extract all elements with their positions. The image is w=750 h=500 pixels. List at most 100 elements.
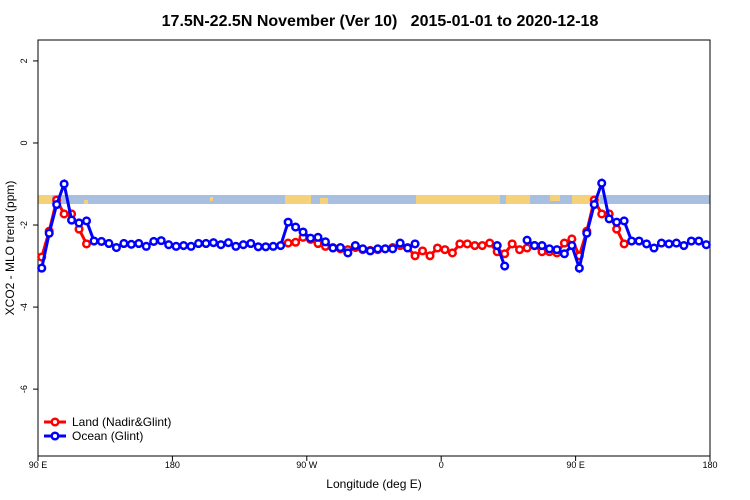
legend-marker	[50, 417, 60, 427]
land-strip	[550, 195, 560, 201]
data-point	[462, 239, 472, 249]
data-point	[343, 248, 353, 258]
data-point	[388, 244, 398, 254]
land-strip	[210, 197, 213, 201]
data-point	[104, 238, 114, 249]
data-point	[500, 261, 510, 271]
data-point	[559, 249, 569, 259]
data-point	[291, 237, 301, 247]
data-point	[589, 199, 599, 210]
land-strip	[416, 195, 500, 204]
data-point	[276, 240, 286, 251]
data-point	[313, 232, 323, 242]
data-point	[246, 238, 256, 249]
data-point	[253, 242, 263, 252]
data-point	[447, 248, 457, 258]
data-point	[134, 238, 144, 249]
land-strip	[506, 195, 530, 204]
data-point	[574, 263, 584, 273]
data-point	[231, 241, 241, 251]
data-point	[358, 244, 368, 254]
data-point	[455, 239, 465, 249]
data-point	[694, 236, 704, 246]
data-point	[44, 228, 54, 238]
data-point	[641, 239, 652, 249]
y-tick-label: -2	[19, 221, 29, 229]
data-point	[627, 236, 637, 246]
land-ocean-strip	[38, 195, 710, 204]
data-point	[96, 236, 107, 246]
data-point	[216, 240, 226, 250]
y-tick-label: -4	[19, 303, 29, 311]
y-axis-label: XCO2 - MLO trend (ppm)	[3, 181, 17, 316]
data-point	[507, 239, 517, 249]
data-point	[171, 241, 181, 251]
data-point	[179, 240, 189, 251]
land-strip	[38, 195, 52, 204]
data-point	[679, 240, 689, 251]
data-point	[522, 235, 532, 245]
data-point	[559, 238, 569, 248]
data-point	[701, 240, 711, 250]
data-point	[440, 245, 450, 255]
data-point	[268, 241, 278, 251]
data-point	[119, 238, 129, 249]
data-point	[208, 238, 219, 248]
data-point	[164, 240, 174, 250]
data-point	[425, 251, 435, 261]
chart-title: 17.5N-22.5N November (Ver 10) 2015-01-01…	[162, 13, 599, 30]
data-point	[283, 217, 293, 227]
data-point	[529, 240, 540, 251]
x-tick-label: 180	[165, 460, 180, 470]
data-point	[567, 240, 577, 251]
data-point	[305, 233, 316, 243]
legend-label: Land (Nadir&Glint)	[72, 415, 171, 429]
data-point	[395, 238, 405, 248]
data-point	[89, 236, 99, 246]
series	[37, 177, 711, 274]
data-point	[59, 179, 69, 189]
data-point	[37, 263, 47, 273]
data-point	[597, 209, 607, 219]
data-point	[612, 217, 622, 227]
data-point	[522, 243, 532, 253]
data-point	[485, 238, 495, 248]
data-point	[432, 243, 443, 253]
data-point	[634, 236, 644, 246]
data-point	[328, 243, 338, 253]
data-point	[67, 215, 77, 225]
data-point	[156, 236, 166, 246]
data-point	[298, 227, 308, 237]
data-point	[186, 241, 196, 251]
data-point	[223, 238, 233, 248]
data-point	[515, 245, 525, 255]
data-point	[193, 238, 204, 249]
data-point	[612, 224, 622, 234]
data-point	[238, 240, 248, 250]
data-point	[111, 243, 121, 253]
x-tick-label: 90 E	[566, 460, 585, 470]
data-point	[81, 239, 92, 249]
data-point	[537, 240, 547, 251]
data-point	[365, 246, 375, 256]
data-point	[597, 178, 607, 188]
data-point	[664, 239, 674, 249]
land-strip	[285, 195, 311, 204]
data-point	[373, 244, 383, 254]
data-point	[492, 240, 502, 251]
data-point	[141, 241, 151, 251]
x-tick-label: 90 W	[296, 460, 318, 470]
data-point	[201, 238, 211, 249]
data-point	[477, 240, 487, 251]
data-point	[656, 238, 667, 248]
legend-label: Ocean (Glint)	[72, 429, 143, 443]
data-point	[380, 244, 390, 254]
data-point	[544, 244, 555, 254]
data-point	[686, 236, 696, 246]
data-point	[320, 237, 331, 247]
x-axis-label: Longitude (deg E)	[326, 477, 421, 491]
data-point	[671, 238, 681, 248]
data-point	[410, 239, 420, 249]
data-point	[74, 218, 84, 228]
data-point	[403, 243, 413, 253]
